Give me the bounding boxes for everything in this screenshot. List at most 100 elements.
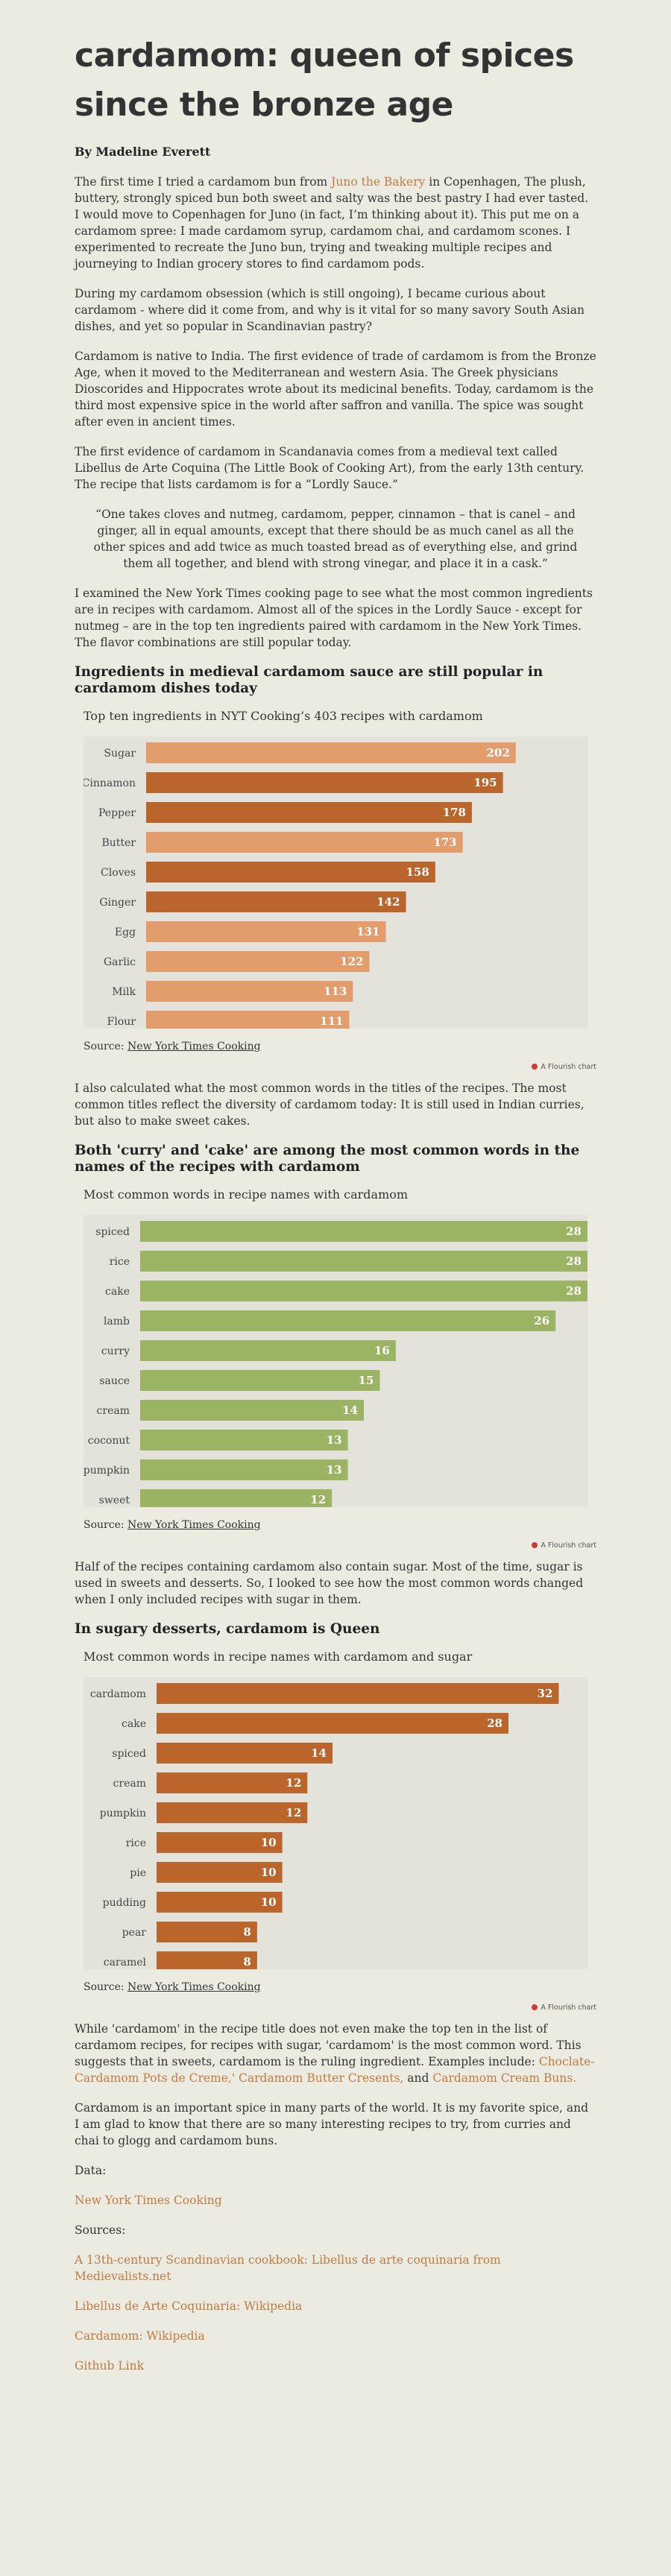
chart-3-heading: In sugary desserts, cardamom is Queen	[75, 1621, 380, 1637]
value-label: 12	[286, 1776, 301, 1790]
source-prefix: Source:	[84, 1519, 128, 1531]
bar-curry[interactable]	[140, 1340, 396, 1361]
bar-pepper[interactable]	[146, 802, 472, 823]
bar-cardamom[interactable]	[157, 1683, 559, 1704]
bar-cinnamon[interactable]	[146, 772, 503, 793]
flourish-credit[interactable]: A Flourish chart	[75, 1541, 596, 1550]
butter-cresents-link[interactable]: ' Cardamom Butter Cresents,	[231, 2071, 404, 2085]
bar-cake[interactable]	[157, 1713, 508, 1734]
source-link-cardamom-wikipedia[interactable]: Cardamom: Wikipedia	[75, 2329, 205, 2343]
bar-cream[interactable]	[157, 1772, 308, 1793]
bar-rice[interactable]	[140, 1251, 587, 1272]
bar-butter[interactable]	[146, 832, 463, 853]
bar-flour[interactable]	[146, 1011, 350, 1029]
source-link-libellus-wikipedia[interactable]: Libellus de Arte Coquinaria: Wikipedia	[75, 2299, 303, 2313]
bar-garlic[interactable]	[146, 951, 370, 972]
article: cardamom: queen of spices since the bron…	[75, 0, 596, 2374]
category-label: Cinnamon	[84, 777, 136, 789]
bar-caramel[interactable]	[157, 1951, 257, 1969]
byline: By Madeline Everett	[75, 145, 211, 159]
flourish-credit[interactable]: A Flourish chart	[75, 2004, 596, 2012]
value-label: 16	[374, 1344, 390, 1357]
bar-ginger[interactable]	[146, 891, 406, 912]
category-label: Sugar	[104, 748, 136, 760]
category-label: Milk	[112, 986, 136, 998]
value-label: 28	[487, 1717, 503, 1730]
value-label: 8	[243, 1955, 251, 1969]
bar-sweet[interactable]	[140, 1489, 333, 1507]
paragraph-8-before: While 'cardamom' in the recipe title doe…	[75, 2022, 582, 2068]
flourish-logo-icon	[532, 2004, 538, 2010]
bar-spiced[interactable]	[157, 1743, 333, 1764]
bar-milk[interactable]	[146, 981, 353, 1002]
flourish-logo-icon	[532, 1542, 538, 1548]
source-link[interactable]: New York Times Cooking	[127, 1041, 261, 1052]
bar-pudding[interactable]	[157, 1892, 283, 1913]
data-link[interactable]: New York Times Cooking	[75, 2194, 222, 2207]
ingredients-chart: Top ten ingredients in NYT Cooking’s 403…	[75, 709, 596, 1071]
words-chart: Most common words in recipe names with c…	[75, 1187, 596, 1550]
bar-coconut[interactable]	[140, 1430, 348, 1450]
bar-rice[interactable]	[157, 1832, 283, 1853]
category-label: sweet	[99, 1494, 130, 1506]
value-label: 28	[566, 1284, 582, 1298]
category-label: pudding	[103, 1897, 146, 1909]
bar-lamb[interactable]	[140, 1310, 556, 1331]
chart-plot-area: spiced 28 rice 28 cake 28 lamb 26 curry 16 sauce 15…	[84, 1215, 587, 1507]
value-label: 32	[538, 1687, 553, 1700]
value-label: 26	[534, 1314, 549, 1328]
data-label: Data:	[75, 2164, 107, 2177]
bar-spiced[interactable]	[140, 1221, 587, 1242]
source-link[interactable]: New York Times Cooking	[127, 1519, 261, 1531]
chart-source: Source: New York Times Cooking	[84, 1519, 596, 1531]
bar-egg[interactable]	[146, 921, 386, 942]
chart-title: Most common words in recipe names with c…	[84, 1187, 409, 1202]
value-label: 142	[377, 895, 400, 909]
chart-title: Top ten ingredients in NYT Cooking’s 403…	[84, 709, 483, 723]
bar-pumpkin[interactable]	[157, 1802, 308, 1823]
source-link[interactable]: New York Times Cooking	[127, 1981, 261, 1993]
paragraph-7: Half of the recipes containing cardamom …	[75, 1560, 584, 1606]
flourish-logo-icon	[532, 1064, 538, 1070]
paragraph-3: Cardamom is native to India. The first e…	[75, 350, 596, 429]
github-link[interactable]: Github Link	[75, 2359, 145, 2373]
data-section: New York Times Cooking	[75, 2192, 596, 2209]
bar-pumpkin[interactable]	[140, 1459, 348, 1480]
category-label: Egg	[115, 926, 136, 938]
category-label: pumpkin	[84, 1465, 130, 1477]
pots-de-creme-link[interactable]: Choclate-Cardamom Pots de Creme,	[75, 2055, 595, 2085]
chart-plot-area: cardamom 32 cake 28 spiced 14 cream 12 pumpkin 12…	[84, 1677, 587, 1969]
bar-pear[interactable]	[157, 1922, 257, 1942]
category-label: pear	[122, 1927, 147, 1939]
article-title: cardamom: queen of spices since the bron…	[75, 37, 574, 124]
category-label: pie	[130, 1867, 146, 1879]
bar-cloves[interactable]	[146, 862, 435, 883]
paragraph-6: I also calculated what the most common w…	[75, 1082, 585, 1128]
value-label: 12	[310, 1493, 326, 1506]
source-prefix: Source:	[84, 1981, 128, 1993]
chart-source: Source: New York Times Cooking	[84, 1981, 596, 1993]
flourish-credit-label: A Flourish chart	[541, 1063, 596, 1071]
bar-pie[interactable]	[157, 1862, 283, 1883]
flourish-credit[interactable]: A Flourish chart	[75, 1063, 596, 1071]
source-link-medievalists[interactable]: A 13th-century Scandinavian cookbook: Li…	[75, 2253, 501, 2283]
category-label: cake	[122, 1718, 146, 1730]
chart-2-heading: Both 'curry' and 'cake' are among the mo…	[75, 1143, 580, 1175]
category-label: Cloves	[101, 867, 136, 879]
category-label: rice	[110, 1256, 130, 1268]
paragraph-8-mid: and	[403, 2071, 433, 2085]
bar-sauce[interactable]	[140, 1370, 380, 1391]
category-label: curry	[101, 1345, 130, 1357]
value-label: 12	[286, 1806, 301, 1819]
bar-sugar[interactable]	[146, 742, 516, 763]
value-label: 195	[473, 776, 497, 789]
paragraph-2: During my cardamom obsession (which is s…	[75, 287, 585, 333]
bar-cake[interactable]	[140, 1281, 587, 1301]
flourish-credit-label: A Flourish chart	[541, 1541, 596, 1550]
juno-bakery-link[interactable]: Juno the Bakery	[331, 175, 426, 189]
category-label: caramel	[104, 1957, 147, 1969]
cream-buns-link[interactable]: Cardamom Cream Buns.	[432, 2071, 577, 2085]
value-label: 111	[320, 1014, 343, 1028]
bar-cream[interactable]	[140, 1400, 364, 1421]
sugar-words-bar-chart: cardamom 32 cake 28 spiced 14 cream 12 pumpkin 12…	[90, 1683, 559, 1969]
